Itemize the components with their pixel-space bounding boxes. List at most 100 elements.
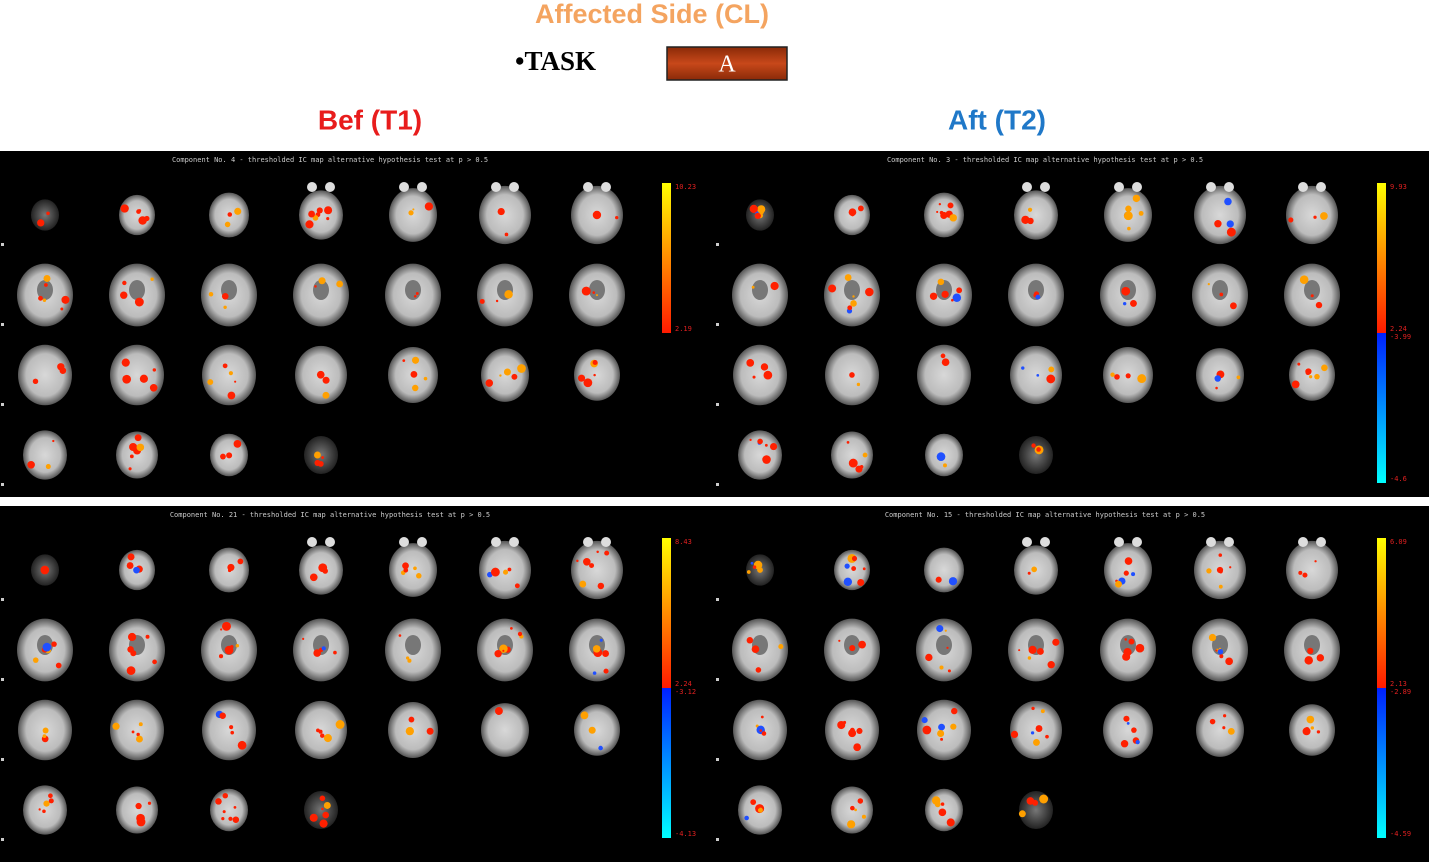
activation <box>233 806 237 809</box>
activation <box>761 731 767 736</box>
activation <box>1031 443 1036 448</box>
activation <box>134 297 144 307</box>
brain-slice <box>1289 704 1335 756</box>
activation <box>228 371 233 376</box>
activation <box>856 727 863 735</box>
ventricle <box>844 280 860 300</box>
activation <box>847 820 856 829</box>
activation <box>502 649 505 652</box>
activation <box>237 740 247 750</box>
activation <box>318 277 326 285</box>
activation <box>479 298 485 304</box>
activation <box>128 632 137 642</box>
activation <box>112 722 120 730</box>
activation <box>1035 294 1041 300</box>
activation <box>770 281 779 291</box>
activation <box>1228 230 1233 234</box>
ventricle <box>37 280 53 300</box>
activation <box>757 438 763 445</box>
activation <box>603 668 609 674</box>
activation <box>580 711 589 720</box>
activation <box>1125 373 1131 379</box>
activation <box>503 368 511 376</box>
activation <box>415 291 419 295</box>
activation <box>1226 220 1234 228</box>
brain-slice <box>18 344 72 406</box>
activation <box>935 576 942 583</box>
activation <box>925 653 933 662</box>
activation <box>940 802 945 806</box>
activation <box>316 370 325 379</box>
activation <box>1048 366 1055 373</box>
activation <box>218 654 224 659</box>
activation <box>744 815 749 821</box>
activation <box>308 210 316 218</box>
eye <box>1206 182 1216 192</box>
activation <box>322 391 330 399</box>
activation <box>1209 718 1216 725</box>
activation <box>1206 568 1212 574</box>
activation <box>1218 569 1223 574</box>
brain-slice <box>1010 345 1062 405</box>
activation <box>951 298 954 302</box>
activation <box>1110 372 1115 377</box>
eye <box>1316 537 1326 547</box>
activation <box>746 570 751 574</box>
activation <box>1027 207 1033 212</box>
activation <box>1135 643 1145 653</box>
activation <box>131 556 135 559</box>
activation <box>943 463 947 468</box>
activation <box>940 737 944 741</box>
activation <box>950 723 957 730</box>
activation <box>423 376 428 381</box>
activation <box>234 380 237 383</box>
brain-slice <box>571 540 623 600</box>
activation <box>751 285 755 289</box>
activation <box>233 440 242 448</box>
colorbar-negative <box>662 688 671 838</box>
activation <box>309 573 318 582</box>
activation <box>592 645 601 653</box>
ventricle <box>936 635 952 655</box>
brain-slice <box>116 786 158 834</box>
activation <box>941 358 950 367</box>
activation <box>413 294 417 298</box>
activation <box>1215 649 1218 652</box>
activation <box>402 359 406 362</box>
marker <box>716 598 719 601</box>
activation <box>220 628 223 631</box>
activation <box>38 808 41 811</box>
eye <box>491 182 501 192</box>
activation <box>847 305 853 311</box>
activation <box>1309 375 1313 379</box>
activation <box>946 646 949 649</box>
ventricle <box>405 280 421 300</box>
brain-slice <box>924 547 964 593</box>
activation <box>134 434 142 442</box>
activation <box>1138 210 1144 216</box>
eye <box>1224 182 1234 192</box>
activation <box>759 729 763 732</box>
brain-slice <box>23 430 67 480</box>
activation <box>762 455 771 464</box>
activation <box>416 573 422 579</box>
activation <box>150 277 154 281</box>
activation <box>936 210 939 214</box>
activation <box>411 356 420 364</box>
activation <box>136 732 140 737</box>
activation <box>1128 638 1135 645</box>
eye <box>325 537 335 547</box>
activation <box>956 287 963 294</box>
activation <box>851 566 857 571</box>
colorbar-label: 2.24 <box>1390 325 1407 333</box>
eye <box>1114 537 1124 547</box>
brain-slice <box>116 431 158 479</box>
brain-slice <box>210 788 248 832</box>
activation <box>921 717 928 724</box>
activation <box>323 734 332 743</box>
activation <box>497 207 505 216</box>
activation <box>746 359 755 367</box>
activation <box>405 726 414 736</box>
activation <box>1030 731 1035 735</box>
eye <box>1040 182 1050 192</box>
